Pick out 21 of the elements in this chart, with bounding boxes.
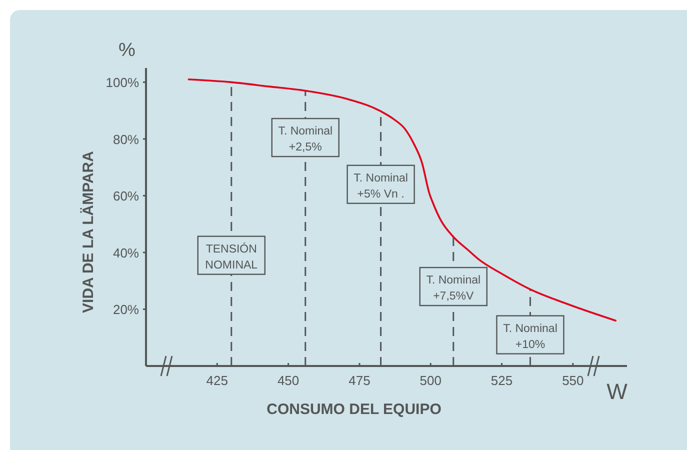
annotation: T. Nominal +10% xyxy=(503,322,558,351)
text: W xyxy=(606,379,628,404)
annotation: T. Nominal +5% Vn . xyxy=(354,172,408,200)
y-tick-label: 100% xyxy=(106,75,140,90)
x-axis-title: CONSUMO DEL EQUIPO xyxy=(266,401,442,418)
annotation: T. Nominal +7,5%V xyxy=(426,274,481,303)
annotation: TENSIÓN NOMINAL xyxy=(205,242,258,272)
annotation: T. Nominal +2,5% xyxy=(278,126,333,154)
text: % xyxy=(118,40,136,61)
y-tick-label: 40% xyxy=(112,245,140,260)
x-tick-label: 425 xyxy=(206,373,228,388)
y-tick-label: 20% xyxy=(112,302,140,318)
y-tick-label: 60% xyxy=(112,188,140,204)
y-axis-title: VIDA DE LA LÄMPARA xyxy=(80,150,97,313)
x-tick-label: 450 xyxy=(277,373,300,388)
x-tick-label: 550 xyxy=(562,373,584,388)
x-tick-label: 525 xyxy=(490,373,513,388)
x-tick-label: 475 xyxy=(348,373,370,388)
line-series xyxy=(188,78,617,322)
y-tick-label: 80% xyxy=(112,132,140,147)
x-tick-label: 500 xyxy=(420,373,442,388)
